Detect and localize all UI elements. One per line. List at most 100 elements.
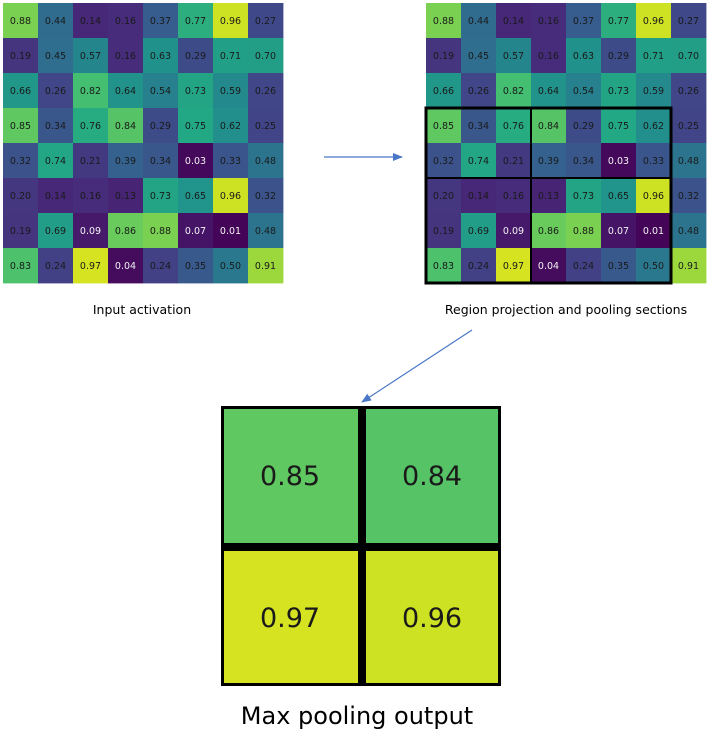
projection-cell-value: 0.96 — [643, 16, 664, 27]
input-cell — [38, 248, 74, 284]
input-cell-value: 0.16 — [80, 191, 101, 202]
input-cell — [3, 178, 39, 214]
input-cell-value: 0.77 — [185, 16, 206, 27]
input-cell — [73, 213, 109, 249]
projection-cell — [426, 213, 462, 249]
projection-cell — [601, 178, 637, 214]
projection-cell — [671, 3, 707, 39]
input-cell — [178, 213, 214, 249]
projection-cell — [566, 38, 602, 74]
projection-cell — [496, 108, 532, 144]
projection-cell — [461, 248, 497, 284]
input-cell — [73, 3, 109, 39]
projection-cell — [566, 213, 602, 249]
pool-output-cell — [366, 409, 498, 543]
projection-cell — [426, 38, 462, 74]
projection-cell — [636, 108, 672, 144]
input-cell-value: 0.35 — [185, 261, 206, 272]
projection-cell — [601, 38, 637, 74]
projection-cell — [461, 213, 497, 249]
projection-cell — [601, 213, 637, 249]
input-cell — [248, 213, 284, 249]
projection-cell-value: 0.74 — [468, 156, 489, 167]
projection-cell-value: 0.85 — [433, 121, 454, 132]
input-cell-value: 0.32 — [255, 191, 276, 202]
input-cell-value: 0.62 — [220, 121, 241, 132]
input-cell-value: 0.37 — [150, 16, 171, 27]
projection-cell-value: 0.54 — [573, 86, 594, 97]
projection-cell — [566, 73, 602, 109]
input-cell-value: 0.29 — [150, 121, 171, 132]
input-cell — [38, 178, 74, 214]
input-cell-value: 0.57 — [80, 51, 101, 62]
input-cell-value: 0.50 — [220, 261, 241, 272]
input-cell-value: 0.14 — [45, 191, 66, 202]
projection-cell — [461, 73, 497, 109]
input-cell — [213, 3, 249, 39]
projection-cell — [636, 213, 672, 249]
projection-cell-value: 0.88 — [573, 226, 594, 237]
input-cell — [73, 143, 109, 179]
projection-cell — [426, 248, 462, 284]
input-cell — [178, 108, 214, 144]
input-cell — [3, 213, 39, 249]
projection-cell — [496, 178, 532, 214]
input-cell — [3, 3, 39, 39]
input-cell-value: 0.69 — [45, 226, 66, 237]
input-cell — [38, 3, 74, 39]
projection-cell-value: 0.29 — [573, 121, 594, 132]
input-cell-value: 0.73 — [185, 86, 206, 97]
input-cell — [3, 38, 39, 74]
projection-cell — [426, 143, 462, 179]
projection-cell — [636, 73, 672, 109]
projection-cell-value: 0.77 — [608, 16, 629, 27]
projection-cell-value: 0.24 — [468, 261, 489, 272]
input-cell — [38, 213, 74, 249]
input-cell — [143, 213, 179, 249]
projection-cell — [636, 248, 672, 284]
projection-cell-value: 0.83 — [433, 261, 454, 272]
pool-output-value: 0.96 — [402, 603, 462, 634]
input-cell-value: 0.03 — [185, 156, 206, 167]
projection-cell-value: 0.71 — [643, 51, 664, 62]
projection-cell-value: 0.20 — [433, 191, 454, 202]
projection-cell — [496, 3, 532, 39]
projection-cell-value: 0.65 — [608, 191, 629, 202]
input-cell-value: 0.48 — [255, 156, 276, 167]
projection-cell — [671, 143, 707, 179]
projection-cell-value: 0.19 — [433, 51, 454, 62]
projection-cell-value: 0.26 — [678, 86, 699, 97]
projection-cell-value: 0.34 — [573, 156, 594, 167]
input-cell — [108, 73, 144, 109]
pool-output-cell — [224, 551, 358, 683]
input-cell — [38, 143, 74, 179]
projection-cell-value: 0.16 — [538, 16, 559, 27]
input-cell — [248, 248, 284, 284]
input-cell — [108, 108, 144, 144]
projection-cell-value: 0.73 — [608, 86, 629, 97]
projection-cell — [531, 178, 567, 214]
input-cell-value: 0.88 — [150, 226, 171, 237]
input-cell-value: 0.44 — [45, 16, 66, 27]
projection-cell — [671, 73, 707, 109]
projection-cell-value: 0.27 — [678, 16, 699, 27]
input-cell — [73, 73, 109, 109]
input-cell-value: 0.73 — [150, 191, 171, 202]
projection-cell-value: 0.63 — [573, 51, 594, 62]
input-cell — [213, 108, 249, 144]
projection-cell — [671, 38, 707, 74]
input-cell-value: 0.91 — [255, 261, 276, 272]
projection-cell — [671, 248, 707, 284]
projection-cell-value: 0.70 — [678, 51, 699, 62]
input-cell — [73, 38, 109, 74]
projection-cell — [461, 108, 497, 144]
projection-cell-value: 0.39 — [538, 156, 559, 167]
projection-cell-value: 0.82 — [503, 86, 524, 97]
projection-cell-value: 0.69 — [468, 226, 489, 237]
input-cell — [73, 178, 109, 214]
input-cell — [143, 248, 179, 284]
input-cell-value: 0.21 — [80, 156, 101, 167]
projection-cell-value: 0.64 — [538, 86, 559, 97]
input-cell-value: 0.74 — [45, 156, 66, 167]
